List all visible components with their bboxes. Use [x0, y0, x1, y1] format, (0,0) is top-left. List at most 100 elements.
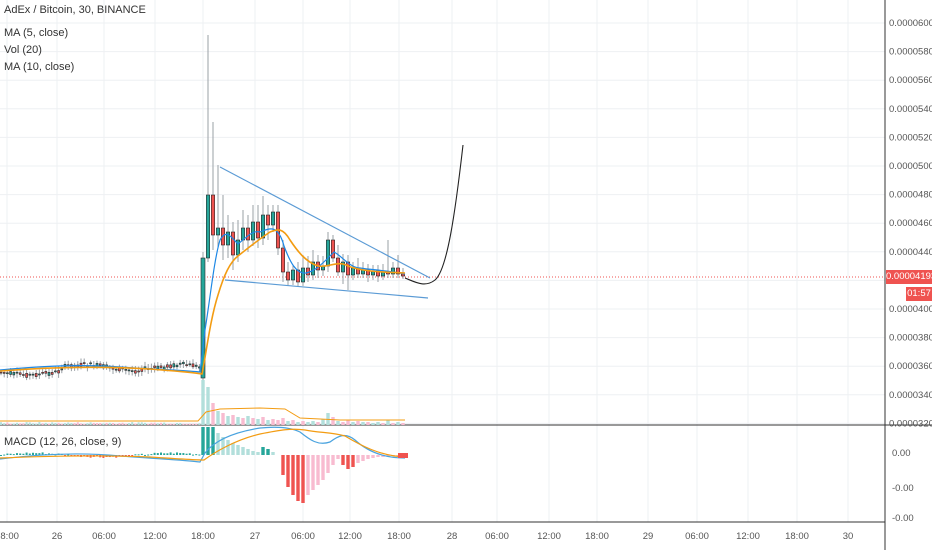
volume-bar	[44, 422, 47, 425]
volume-bar	[38, 422, 41, 425]
macd-hist-bar	[19, 453, 22, 455]
candle-body	[57, 370, 60, 374]
drawing-tools[interactable]	[219, 144, 464, 299]
time-tick: 18:00	[387, 531, 411, 542]
volume-bar	[70, 423, 73, 425]
macd-tick: -0.00	[892, 483, 914, 494]
volume-bar	[256, 419, 260, 425]
volume-bar	[316, 422, 320, 425]
time-tick: 29	[643, 531, 654, 542]
volume-bar	[301, 421, 305, 425]
vol-legend[interactable]: Vol (20)	[4, 44, 42, 56]
volume-bar	[195, 423, 198, 425]
macd-hist-bar	[182, 453, 185, 455]
candle-body	[127, 369, 131, 372]
upper-trendline	[219, 166, 431, 279]
volume-bar	[371, 423, 375, 425]
candle-body	[130, 370, 134, 372]
candle-body	[114, 368, 118, 371]
candle-body	[2, 372, 6, 374]
candle-body	[89, 362, 92, 365]
ma5-legend[interactable]: MA (5, close)	[4, 27, 69, 39]
time-tick: 18:00	[191, 531, 215, 542]
candle-body	[290, 269, 295, 281]
macd-hist-bar	[311, 455, 315, 490]
candle-body	[231, 231, 236, 256]
macd-hist-bar	[341, 455, 345, 465]
macd-hist-bar	[64, 455, 66, 456]
volume-bar	[25, 422, 28, 425]
candle-body	[28, 373, 32, 376]
time-tick: 06:00	[92, 531, 116, 542]
macd-hist-bar	[386, 455, 390, 456]
macd-hist-bar	[16, 453, 18, 455]
macd-hist-bar	[336, 455, 340, 459]
ma10-legend[interactable]: MA (10, close)	[4, 61, 75, 73]
volume-bar	[76, 422, 79, 425]
volume-bar	[12, 423, 15, 425]
volume-bar	[306, 422, 310, 425]
macd-hist-bar	[306, 455, 310, 495]
candle-body	[270, 211, 275, 226]
candle-body	[335, 257, 340, 273]
candle-body	[25, 373, 28, 378]
volume-bar	[198, 423, 201, 425]
macd-hist-bar	[172, 453, 175, 455]
volume-bar	[216, 411, 220, 425]
candle-body	[98, 363, 102, 366]
volume-bar	[261, 417, 265, 425]
volume-bar	[160, 422, 162, 425]
volume-bar	[241, 418, 245, 425]
candle-body	[156, 365, 160, 369]
volume-bar	[169, 423, 172, 425]
macd-hist-bar	[371, 455, 375, 458]
volume-bar	[51, 422, 54, 425]
macd-hist-bar	[176, 452, 178, 455]
time-axis[interactable]: 18:00 26 06:00 12:00 18:00 27 06:00 12:00 18:00 2…	[0, 531, 853, 542]
volume-bar	[172, 423, 175, 425]
volume-bar	[163, 422, 166, 425]
volume-bar	[321, 419, 325, 425]
candle-body	[350, 267, 355, 276]
macd-hist-bar	[356, 455, 360, 463]
macd-hist-bar	[192, 454, 194, 456]
macd-hist-bar	[376, 455, 380, 457]
volume-bar	[41, 423, 44, 425]
time-tick: 06:00	[291, 531, 315, 542]
macd-hist-bar	[291, 455, 295, 495]
macd-tick: 0.00	[892, 448, 911, 459]
candle-body	[41, 371, 44, 374]
macd-legend[interactable]: MACD (12, 26, close, 9)	[4, 436, 122, 448]
volume-bar	[281, 418, 285, 425]
macd-hist-bar	[169, 452, 172, 455]
macd-hist-bar	[321, 455, 325, 480]
time-tick: 18:00	[585, 531, 609, 542]
volume-bar	[226, 416, 230, 425]
volume-bar	[391, 423, 395, 425]
volume-bar	[48, 423, 50, 425]
current-price-tag: 0.00004193	[886, 270, 932, 284]
candle-body	[159, 365, 163, 368]
volume-bar	[182, 423, 185, 425]
volume-bar	[96, 423, 98, 425]
candle-body	[251, 221, 256, 241]
projection-curve	[404, 144, 464, 285]
volume-bar	[144, 422, 146, 425]
macd-hist-bar	[0, 454, 2, 456]
symbol-title[interactable]: AdEx / Bitcoin, 30, BINANCE	[4, 4, 146, 16]
candlesticks[interactable]	[0, 35, 405, 381]
volume-bar	[396, 422, 400, 425]
macd-hist-bar	[163, 453, 166, 455]
macd-hist-bar	[134, 454, 137, 456]
candle-body	[310, 261, 315, 276]
candle-body	[124, 369, 128, 371]
volume-bar	[89, 422, 92, 425]
volume-bar	[286, 421, 290, 425]
macd-hist-bar	[256, 452, 260, 455]
